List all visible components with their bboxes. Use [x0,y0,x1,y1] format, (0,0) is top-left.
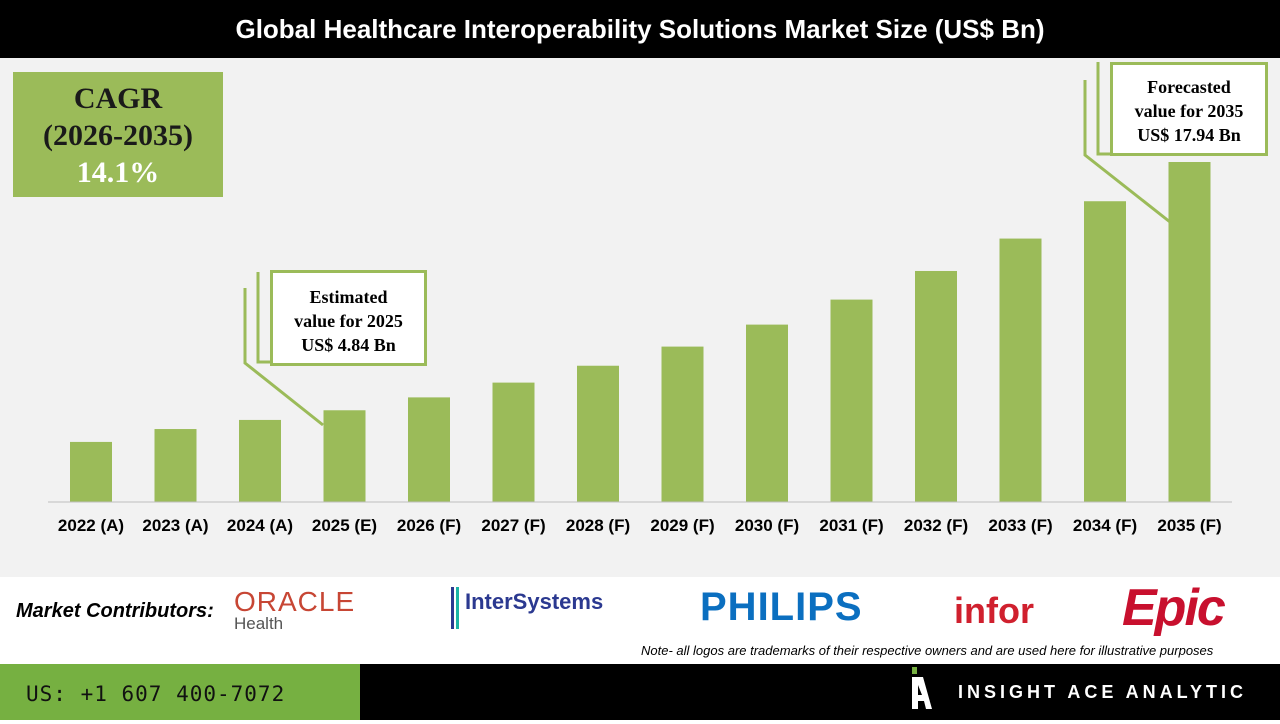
infor-logo: infor [954,590,1034,631]
forecast-value-callout: Forecasted value for 2035 US$ 17.94 Bn [1110,62,1268,156]
callout-line: value for 2025 [294,311,403,331]
brand-name: INSIGHT ACE ANALYTIC [958,682,1248,702]
x-tick-label: 2032 (F) [904,516,968,535]
trademark-note: Note- all logos are trademarks of their … [641,643,1214,658]
callout-line: Estimated [309,287,388,307]
bar-2022 (A) [70,441,112,502]
callout-line: value for 2035 [1134,101,1244,121]
x-tick-label: 2033 (F) [988,516,1052,535]
bar-2023 (A) [154,429,197,502]
callout-line: Forecasted [1147,77,1231,97]
bar-2024 (A) [239,419,281,502]
cagr-period: (2026-2035) [43,119,193,152]
contributors-label: Market Contributors: [16,600,214,622]
cagr-value: 14.1% [76,156,160,189]
oracle-health-text: Health [234,614,284,633]
x-tick-label: 2028 (F) [566,516,630,535]
bar-2026 (F) [408,397,450,502]
intersystems-logo: InterSystems [465,589,604,614]
philips-logo: PHILIPS [700,585,863,629]
estimate-bracket [256,272,270,364]
x-tick-label: 2022 (A) [58,516,124,535]
bar-2028 (F) [577,365,619,502]
insight-ace-logo-icon [912,667,932,709]
epic-logo: Epic [1122,579,1226,637]
estimated-value-callout: Estimated value for 2025 US$ 4.84 Bn [270,270,427,366]
bar-2032 (F) [915,270,957,502]
estimate-leader-line [243,288,324,427]
x-tick-label: 2023 (A) [142,516,208,535]
phone-number: US: +1 607 400-7072 [0,664,360,720]
x-tick-label: 2026 (F) [397,516,461,535]
x-tick-label: 2031 (F) [819,516,883,535]
forecast-leader-line [1083,80,1171,224]
footer-bar [360,664,1280,720]
x-tick-label: 2027 (F) [481,516,545,535]
forecast-bracket [1096,62,1110,156]
callout-line: US$ 4.84 Bn [301,335,396,355]
bar-2033 (F) [999,238,1042,502]
x-tick-label: 2035 (F) [1157,516,1221,535]
intersystems-mark-icon [451,587,459,629]
x-tick-label: 2029 (F) [650,516,714,535]
bar-2031 (F) [830,299,873,502]
cagr-label: CAGR [73,82,163,115]
callout-line: US$ 17.94 Bn [1137,125,1241,145]
x-tick-label: 2024 (A) [227,516,293,535]
x-tick-label: 2034 (F) [1073,516,1137,535]
bar-2027 (F) [492,382,535,502]
bar-2030 (F) [746,324,788,502]
x-tick-label: 2025 (E) [312,516,377,535]
bar-2025 (E) [323,410,366,502]
bar-2029 (F) [661,346,704,502]
x-tick-label: 2030 (F) [735,516,799,535]
plot-area: 2022 (A) 2023 (A) 2024 (A) 2025 (E) 2026 (F)… [0,58,1280,577]
bar-2034 (F) [1084,201,1126,502]
chart-title: Global Healthcare Interoperability Solut… [0,0,1280,58]
bar-2035 (F) [1168,162,1211,502]
bar-chart: 2022 (A) 2023 (A) 2024 (A) 2025 (E) 2026 (F)… [48,62,1232,535]
cagr-box: CAGR (2026-2035) 14.1% [13,72,223,197]
oracle-logo: ORACLE [234,586,356,617]
